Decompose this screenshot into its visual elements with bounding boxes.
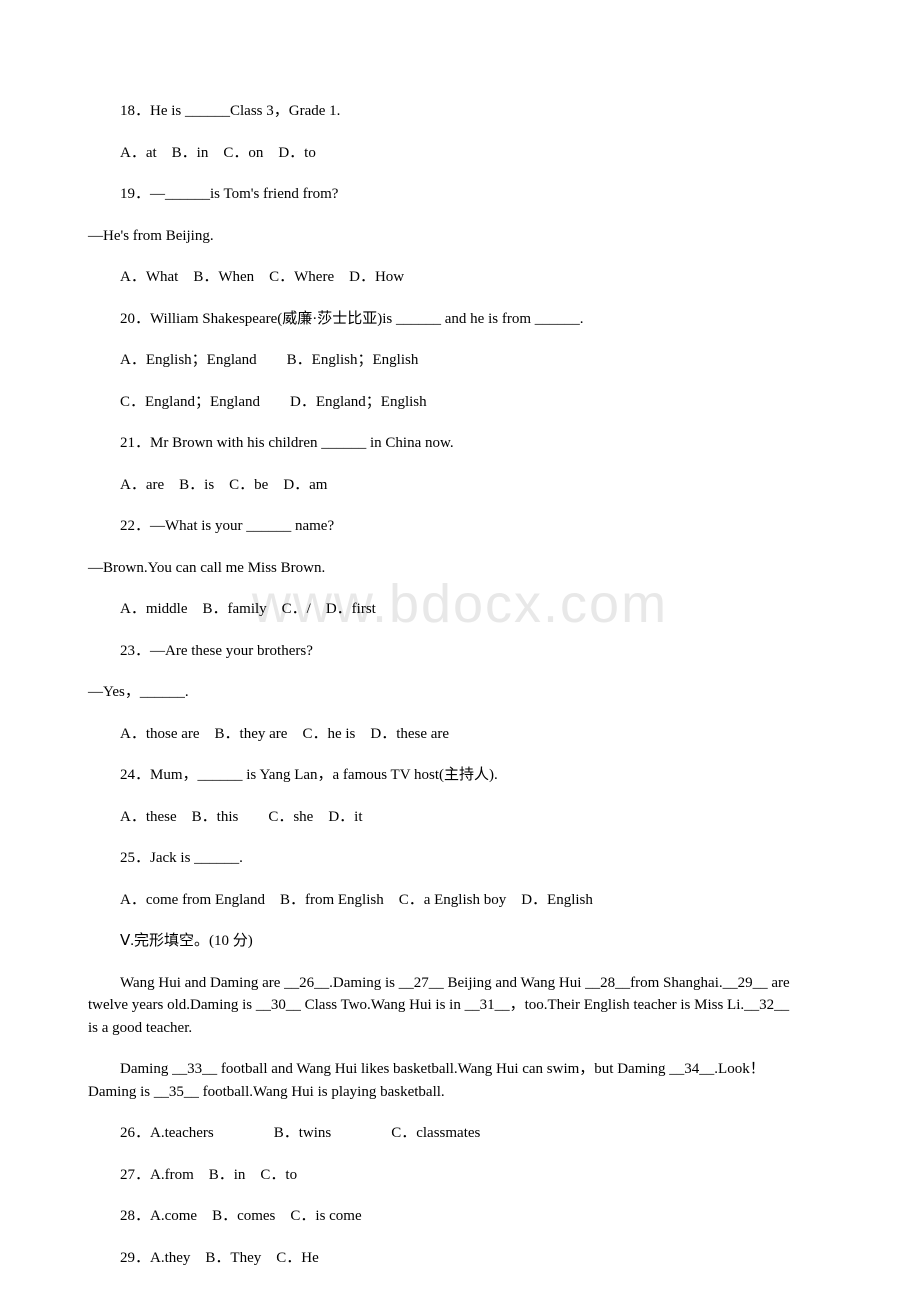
question-24-options: A．these B．this C．she D．it (120, 806, 800, 829)
question-20-options-a: A．English；England B．English；English (120, 349, 800, 372)
cloze-option-27: 27．A.from B．in C．to (120, 1164, 800, 1187)
question-25-options: A．come from England B．from English C．a E… (120, 889, 800, 912)
section-5-header: Ⅴ.完形填空。(10 分) (120, 930, 800, 953)
cloze-paragraph-2: Daming __33__ football and Wang Hui like… (88, 1058, 800, 1103)
question-20: 20．William Shakespeare(威廉·莎士比亚)is ______… (120, 308, 800, 331)
cloze-option-26: 26．A.teachers B．twins C．classmates (120, 1122, 800, 1145)
question-19: 19．—______is Tom's friend from? (120, 183, 800, 206)
question-22: 22．—What is your ______ name? (120, 515, 800, 538)
question-24: 24．Mum，______ is Yang Lan，a famous TV ho… (120, 764, 800, 787)
question-23-response: —Yes，______. (88, 681, 800, 704)
question-25: 25．Jack is ______. (120, 847, 800, 870)
question-19-response: —He's from Beijing. (88, 225, 800, 248)
cloze-option-28: 28．A.come B．comes C．is come (120, 1205, 800, 1228)
question-23-options: A．those are B．they are C．he is D．these a… (120, 723, 800, 746)
document-content: 18．He is ______Class 3，Grade 1. A．at B．i… (120, 100, 800, 1269)
question-22-response: —Brown.You can call me Miss Brown. (88, 557, 800, 580)
question-18-options: A．at B．in C．on D．to (120, 142, 800, 165)
question-19-options: A．What B．When C．Where D．How (120, 266, 800, 289)
question-20-options-b: C．England；England D．England；English (120, 391, 800, 414)
cloze-paragraph-1: Wang Hui and Daming are __26__.Daming is… (88, 972, 800, 1040)
question-18: 18．He is ______Class 3，Grade 1. (120, 100, 800, 123)
question-21: 21．Mr Brown with his children ______ in … (120, 432, 800, 455)
question-22-options: A．middle B．family C．/ D．first (120, 598, 800, 621)
question-23: 23．—Are these your brothers? (120, 640, 800, 663)
question-21-options: A．are B．is C．be D．am (120, 474, 800, 497)
cloze-option-29: 29．A.they B．They C．He (120, 1247, 800, 1270)
